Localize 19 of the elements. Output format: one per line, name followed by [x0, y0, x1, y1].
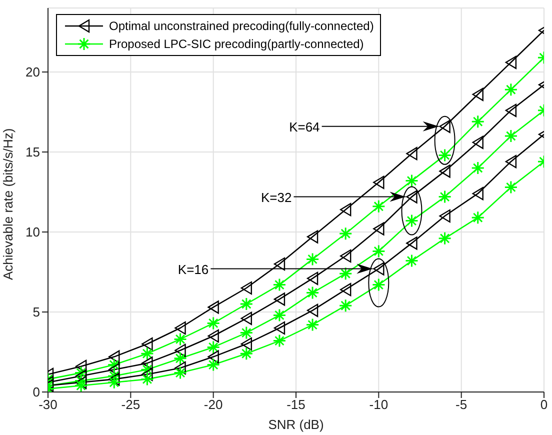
y-tick-label: 0: [32, 384, 40, 400]
annotation: K=64: [289, 119, 320, 134]
x-tick-label: -15: [286, 397, 306, 412]
y-axis-title: Achievable rate (bits/s/Hz): [0, 128, 16, 280]
x-tick-label: -30: [38, 397, 58, 412]
y-tick-label: 15: [26, 144, 40, 160]
x-tick-label: 0: [540, 397, 548, 412]
annotation: K=32: [261, 190, 292, 205]
x-tick-label: -5: [456, 397, 468, 412]
y-tick-label: 10: [26, 224, 40, 240]
y-tick-label: 5: [32, 304, 40, 320]
x-axis-title: SNR (dB): [268, 417, 324, 432]
legend-label: Optimal unconstrained precoding(fully-connected): [109, 19, 374, 33]
x-tick-label: -25: [121, 397, 140, 412]
x-tick-label: -10: [369, 397, 388, 412]
x-tick-label: -20: [204, 397, 223, 412]
legend-label: Proposed LPC-SIC precoding(partly-connected): [109, 37, 364, 51]
annotation: K=16: [178, 262, 209, 277]
y-tick-label: 20: [26, 64, 40, 80]
